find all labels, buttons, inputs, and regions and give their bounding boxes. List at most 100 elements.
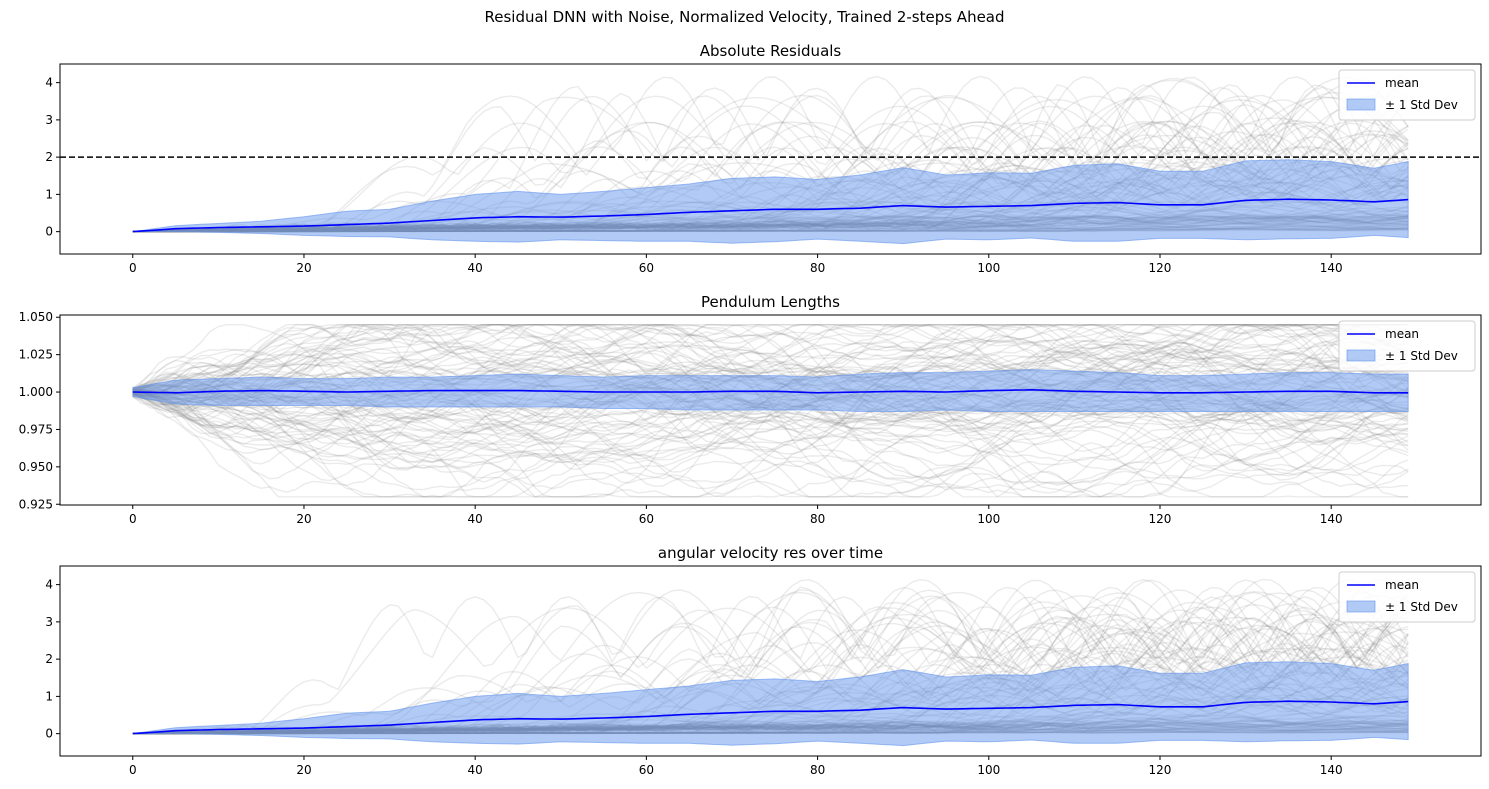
legend: mean ± 1 Std Dev xyxy=(1338,320,1476,372)
legend-label-std: ± 1 Std Dev xyxy=(1385,98,1458,112)
x-tick-label: 0 xyxy=(129,261,137,275)
x-tick-label: 120 xyxy=(1149,512,1172,526)
y-tick-label: 4 xyxy=(45,76,53,90)
y-tick-label: 0 xyxy=(45,727,53,741)
panel-pendulum-lengths: 0 20 40 60 80 100 120 140 0.925 0.950 0.975 1.000 1.… xyxy=(19,293,1482,526)
y-tick-label: 1.025 xyxy=(19,348,53,362)
x-tick-label: 40 xyxy=(468,512,483,526)
trajectory-line xyxy=(132,323,1409,425)
y-tick-label: 1.000 xyxy=(19,385,53,399)
x-tick-label: 100 xyxy=(977,261,1000,275)
trajectory-line xyxy=(132,324,1409,498)
trajectory-line xyxy=(132,390,1409,498)
trajectory-line xyxy=(132,324,1409,498)
x-tick-label: 60 xyxy=(639,261,654,275)
x-tick-label: 60 xyxy=(639,512,654,526)
legend-band-swatch xyxy=(1346,98,1376,111)
axes-frame xyxy=(59,63,1482,255)
plot-area xyxy=(132,578,1409,747)
trajectory-line xyxy=(132,324,1409,463)
x-tick-label: 140 xyxy=(1320,261,1343,275)
trajectory-line xyxy=(132,358,1409,462)
y-tick-label: 0.925 xyxy=(19,497,53,511)
trajectory-line xyxy=(132,361,1409,498)
mean-line xyxy=(132,700,1409,735)
x-tick-label: 120 xyxy=(1149,261,1172,275)
trajectory-line xyxy=(132,324,1409,476)
panel-title: angular velocity res over time xyxy=(658,544,883,562)
mean-line xyxy=(132,198,1409,233)
legend-label-std: ± 1 Std Dev xyxy=(1385,349,1458,363)
figure-title: Residual DNN with Noise, Normalized Velo… xyxy=(484,8,1005,26)
y-tick-label: 3 xyxy=(45,615,53,629)
trajectory-line xyxy=(132,323,1409,481)
mean-line xyxy=(132,388,1409,394)
trajectory-line xyxy=(132,606,1409,735)
trajectory-line xyxy=(132,324,1409,498)
trajectory-line xyxy=(132,341,1409,429)
x-tick-label: 140 xyxy=(1320,512,1343,526)
trajectory-line xyxy=(132,324,1409,470)
panel-title: Pendulum Lengths xyxy=(701,293,840,311)
y-tick-label: 1 xyxy=(45,187,53,201)
trajectory-line xyxy=(132,323,1409,457)
x-tick-label: 80 xyxy=(810,261,825,275)
y-tick-label: 0 xyxy=(45,225,53,239)
x-tick-label: 80 xyxy=(810,512,825,526)
trajectory-line xyxy=(132,390,1409,463)
trajectory-line xyxy=(132,323,1409,420)
panel-absolute-residuals: 0 20 40 60 80 100 120 140 0 1 2 3 4 Absolute Residual… xyxy=(45,42,1482,275)
legend-label-std: ± 1 Std Dev xyxy=(1385,600,1458,614)
axes-frame xyxy=(59,314,1482,506)
trajectory-line xyxy=(132,323,1409,432)
trajectory-line xyxy=(132,324,1409,483)
trajectory-line xyxy=(132,327,1409,459)
trajectory-line xyxy=(132,595,1409,735)
x-tick-label: 40 xyxy=(468,763,483,777)
y-tick-label: 1 xyxy=(45,689,53,703)
legend-band-swatch xyxy=(1346,600,1376,613)
plot-area xyxy=(132,75,1409,245)
x-tick-label: 100 xyxy=(977,512,1000,526)
x-tick-label: 20 xyxy=(296,512,311,526)
x-tick-label: 80 xyxy=(810,763,825,777)
x-tick-label: 20 xyxy=(296,261,311,275)
trajectory-line xyxy=(132,376,1409,498)
y-tick-label: 4 xyxy=(45,578,53,592)
y-tick-label: 0.950 xyxy=(19,460,53,474)
trajectory-line xyxy=(132,323,1409,414)
x-tick-label: 0 xyxy=(129,512,137,526)
y-tick-label: 0.975 xyxy=(19,422,53,436)
trajectory-line xyxy=(132,324,1409,451)
trajectory-line xyxy=(132,119,1409,233)
trajectory-line xyxy=(132,323,1409,465)
trajectory-line xyxy=(132,324,1409,397)
x-tick-label: 120 xyxy=(1149,763,1172,777)
x-tick-label: 140 xyxy=(1320,763,1343,777)
legend-label-mean: mean xyxy=(1385,76,1419,90)
trajectory-line xyxy=(132,323,1409,437)
trajectory-line xyxy=(132,324,1409,427)
trajectory-line xyxy=(132,324,1409,417)
x-tick-label: 60 xyxy=(639,763,654,777)
trajectory-line xyxy=(132,324,1409,454)
trajectory-line xyxy=(132,335,1409,487)
legend: mean ± 1 Std Dev xyxy=(1338,69,1476,121)
y-tick-label: 1.050 xyxy=(19,310,53,324)
axes-frame xyxy=(59,565,1482,757)
panel-title: Absolute Residuals xyxy=(700,42,842,60)
y-tick-label: 2 xyxy=(45,150,53,164)
trajectory-line xyxy=(132,348,1409,498)
trajectory-line xyxy=(132,94,1409,233)
legend-label-mean: mean xyxy=(1385,327,1419,341)
y-tick-label: 2 xyxy=(45,652,53,666)
x-tick-label: 40 xyxy=(468,261,483,275)
x-tick-label: 100 xyxy=(977,763,1000,777)
std-band xyxy=(132,159,1409,245)
legend: mean ± 1 Std Dev xyxy=(1338,571,1476,623)
plot-area xyxy=(132,323,1409,498)
legend-band-swatch xyxy=(1346,349,1376,362)
trajectory-line xyxy=(132,324,1409,498)
legend-label-mean: mean xyxy=(1385,578,1419,592)
